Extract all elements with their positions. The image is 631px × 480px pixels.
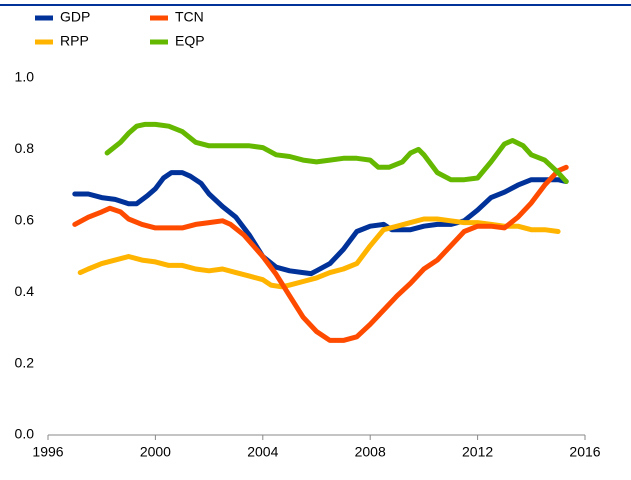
series-line [72, 164, 569, 343]
y-tick-label: 0.4 [15, 283, 35, 299]
legend-label: RPP [60, 33, 89, 49]
series-line [104, 121, 569, 184]
x-tick-label: 2000 [140, 444, 171, 460]
x-tick-label: 1996 [32, 444, 63, 460]
y-tick-label: 0.2 [15, 354, 35, 370]
legend-label: TCN [175, 9, 204, 25]
y-tick-label: 0.0 [15, 426, 35, 442]
x-tick-label: 2004 [247, 444, 278, 460]
y-tick-label: 0.6 [15, 212, 35, 228]
legend-label: EQP [175, 33, 205, 49]
series-line [72, 170, 569, 277]
x-tick-label: 2016 [569, 444, 600, 460]
legend-label: GDP [60, 9, 90, 25]
series-line [77, 216, 561, 290]
y-tick-label: 0.8 [15, 140, 35, 156]
x-tick-label: 2012 [462, 444, 493, 460]
x-tick-label: 2008 [355, 444, 386, 460]
y-tick-label: 1.0 [15, 69, 35, 85]
